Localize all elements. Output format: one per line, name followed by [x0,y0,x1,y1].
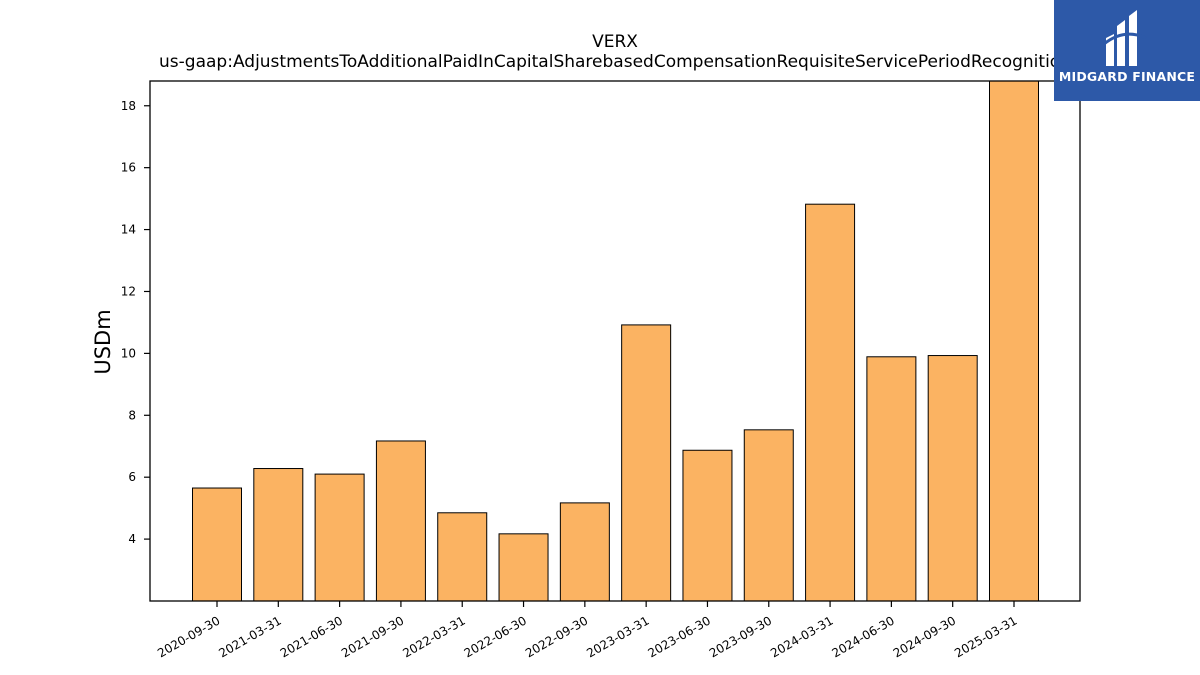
y-tick-label: 12 [121,284,136,298]
bar-2024-03-31 [805,203,856,602]
bar-2022-09-30 [559,502,610,602]
bar-2023-06-30 [682,449,733,602]
y-tick-label: 6 [128,470,136,484]
x-tick-label: 2023-06-30 [646,613,713,660]
midgard-finance-logo: MIDGARD FINANCE [1054,0,1200,101]
y-tick-label: 8 [128,408,136,422]
x-tick-label: 2021-06-30 [278,613,345,660]
bar-2024-09-30 [927,355,978,602]
x-tick-label: 2023-03-31 [584,613,651,660]
x-tick-label: 2021-03-31 [216,613,283,660]
bar-2020-09-30 [192,487,242,602]
y-axis-label: USDm [91,309,115,374]
x-tick-label: 2022-06-30 [462,613,529,660]
x-tick-label: 2022-09-30 [523,613,590,660]
midgard-m-logo-icon [1103,10,1147,66]
chart-subtitle: us-gaap:AdjustmentsToAdditionalPaidInCap… [159,52,1071,72]
bar-2025-03-31 [989,80,1039,602]
y-axis: 4 6 8 10 12 14 16 18 [121,99,150,546]
y-tick-label: 16 [121,161,136,175]
plot-frame [149,80,1081,602]
logo-text: MIDGARD FINANCE [1058,69,1196,84]
bar-2023-03-31 [621,324,672,602]
x-tick-label: 2021-09-30 [339,613,406,660]
x-tick-label: 2023-09-30 [707,613,774,660]
y-tick-label: 10 [121,346,136,360]
chart-title: VERX [592,32,638,52]
y-tick-label: 14 [121,223,136,237]
y-tick-label: 4 [128,532,136,546]
x-tick-label: 2025-03-31 [952,613,1019,660]
x-tick-label: 2020-09-30 [155,613,222,660]
bar-2021-06-30 [314,473,365,602]
x-tick-label: 2022-03-31 [400,613,467,660]
x-tick-label: 2024-06-30 [829,613,896,660]
x-tick-label: 2024-09-30 [891,613,958,660]
x-axis: 2020-09-302021-03-312021-06-302021-09-30… [155,601,1020,660]
bars-group [192,80,1039,602]
bar-2022-06-30 [498,533,549,602]
bar-2022-03-31 [437,512,488,602]
bar-2024-06-30 [866,356,917,602]
x-tick-label: 2024-03-31 [768,613,835,660]
bar-2023-09-30 [743,429,794,602]
y-tick-label: 18 [121,99,136,113]
bar-2021-09-30 [375,440,426,602]
bar-2021-03-31 [253,468,304,602]
